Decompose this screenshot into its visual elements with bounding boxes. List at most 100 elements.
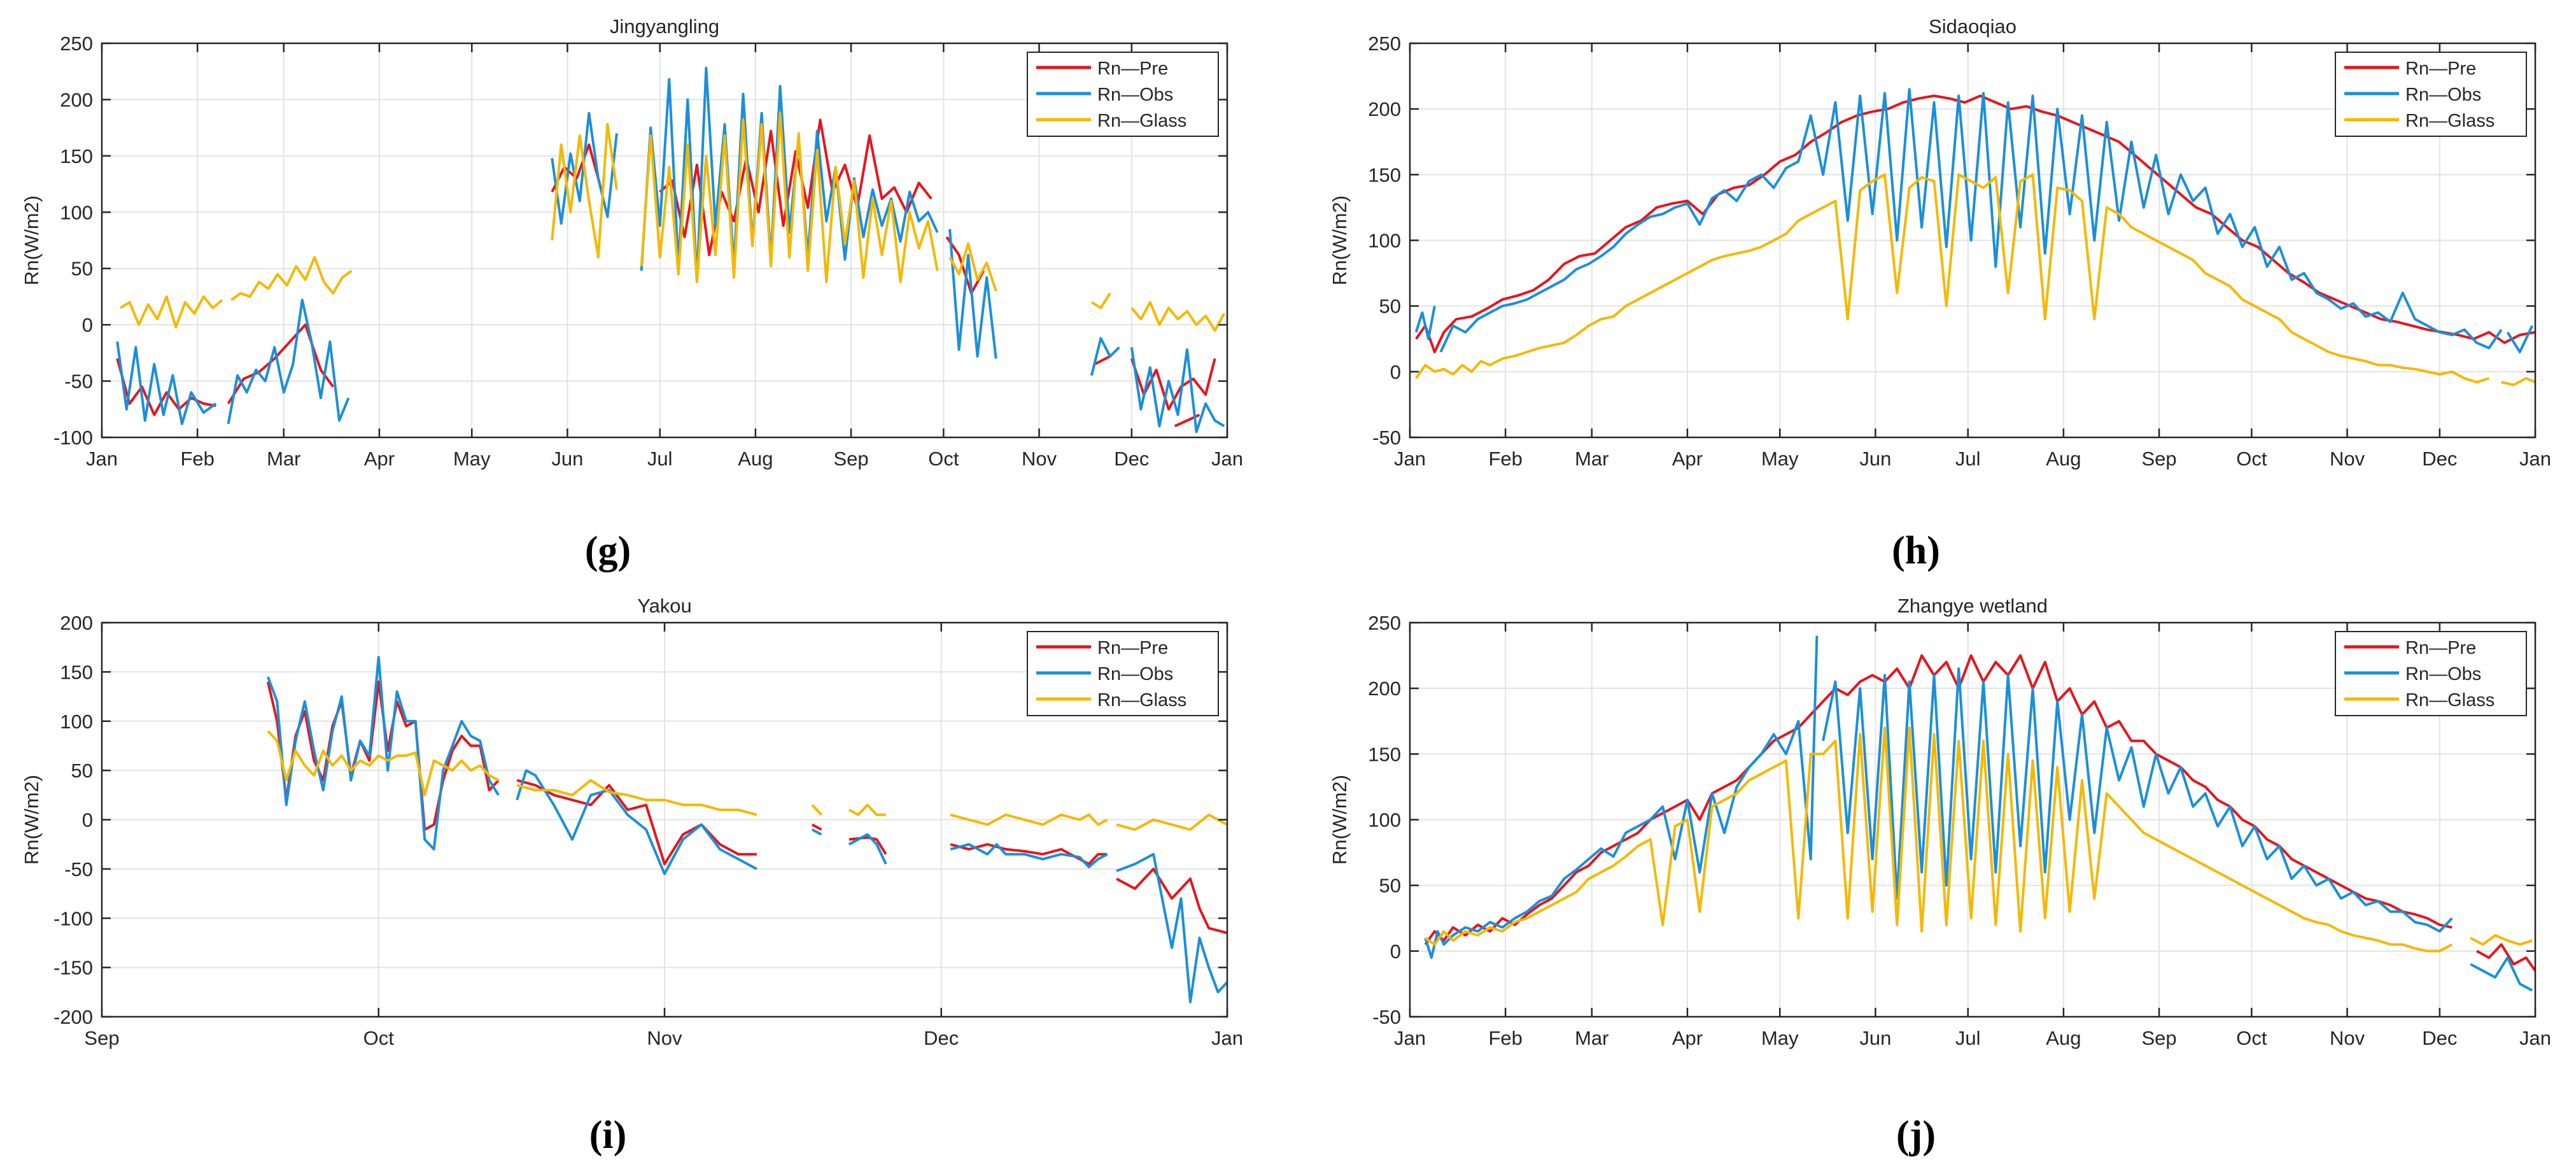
y-tick-label: -50	[64, 858, 93, 880]
x-tick-label: Nov	[1022, 448, 1057, 470]
series-line-obs	[2470, 956, 2533, 992]
series-line-pre	[659, 118, 933, 257]
x-tick-label: Mar	[1575, 448, 1608, 470]
y-tick-label: -100	[53, 907, 93, 930]
series-line-glass	[1130, 301, 1225, 332]
chart-h: -50 0 50 100 150 200 250 Jan Feb Mar Apr May Jun Jul A…	[1328, 15, 2551, 470]
y-tick-label: 0	[1390, 940, 1401, 963]
y-tick-label: 0	[1390, 361, 1401, 383]
series-line-glass	[551, 123, 618, 258]
y-tick-label: 100	[60, 201, 93, 223]
x-tick-label: Sep	[2141, 1027, 2176, 1049]
x-tick-label: May	[1761, 448, 1799, 470]
y-axis-label: Rn(W/m2)	[20, 195, 43, 285]
x-tick-label: Apr	[1672, 1027, 1703, 1049]
x-tick-label: Feb	[1488, 448, 1522, 470]
panel-label-i: (i)	[589, 1114, 627, 1157]
y-tick-label: 50	[1379, 875, 1401, 897]
x-tick-label: Jul	[1955, 1027, 1981, 1049]
x-tick-label: May	[1761, 1027, 1799, 1049]
series-line-obs	[551, 111, 618, 225]
x-tick-label: Feb	[180, 448, 214, 470]
x-tick-label: Jan	[1211, 1027, 1243, 1049]
legend: Rn—Pre Rn—Obs Rn—Glass	[2335, 52, 2527, 137]
chart-title: Sidaoqiao	[1929, 15, 2016, 38]
series-line-obs	[227, 299, 350, 425]
legend-label-glass: Rn—Glass	[2405, 690, 2495, 711]
series-line-glass	[948, 242, 997, 292]
y-tick-label: 250	[60, 32, 93, 55]
x-tick-label: Nov	[2330, 1027, 2365, 1049]
series-line-obs	[1414, 306, 1436, 341]
x-tick-label: Jun	[1859, 448, 1891, 470]
x-tick-label: Sep	[833, 448, 868, 470]
chart-title: Jingyangling	[610, 15, 719, 38]
legend-label-pre: Rn—Pre	[1097, 59, 1168, 79]
x-tick-label: Apr	[1672, 448, 1703, 470]
x-tick-label: Jan	[1394, 1027, 1426, 1049]
series-line-pre	[1415, 94, 2535, 353]
series-line-obs	[811, 828, 822, 836]
x-tick-label: Dec	[924, 1027, 959, 1049]
series-line-obs	[848, 833, 887, 865]
series-line-glass	[267, 730, 500, 796]
chart-title: Yakou	[637, 595, 692, 617]
panel-label-h: (h)	[1892, 529, 1940, 572]
x-tick-label: Jan	[1211, 448, 1243, 470]
series-line-pre	[1116, 867, 1227, 935]
chart-j: -50 0 50 100 150 200 250 Jan Feb Mar Apr May Jun Jul A…	[1328, 595, 2551, 1049]
y-tick-label: 200	[60, 88, 93, 111]
series-line-pre	[2476, 943, 2535, 972]
axes-frame	[101, 42, 1228, 439]
series-line-obs	[1424, 635, 1819, 959]
series-line-glass	[1425, 726, 2453, 952]
series-line-obs	[1116, 852, 1227, 1003]
y-tick-label: 100	[1368, 230, 1401, 252]
series-line-obs	[640, 66, 939, 281]
legend-label-glass: Rn—Glass	[1097, 690, 1186, 711]
series-line-obs	[1822, 667, 2453, 933]
y-tick-label: -50	[64, 371, 93, 393]
series-line-obs	[516, 769, 757, 875]
y-axis-label: Rn(W/m2)	[20, 775, 43, 865]
y-tick-label: 150	[1368, 743, 1401, 765]
legend-label-glass: Rn—Glass	[1097, 111, 1186, 131]
series-line-glass	[640, 111, 939, 283]
y-tick-label: 200	[1368, 677, 1401, 700]
chart-title: Zhangye wetland	[1897, 595, 2048, 617]
series-line-glass	[848, 803, 886, 816]
x-tick-label: Jun	[551, 448, 583, 470]
series-line-glass	[811, 803, 822, 816]
x-tick-label: Oct	[363, 1027, 395, 1049]
panel-label-j: (j)	[1896, 1114, 1936, 1157]
y-tick-label: 150	[1368, 164, 1401, 186]
x-tick-label: Aug	[2046, 1027, 2081, 1049]
legend-label-obs: Rn—Obs	[2405, 85, 2481, 105]
x-tick-label: Sep	[84, 1027, 119, 1049]
legend-label-obs: Rn—Obs	[1097, 85, 1173, 105]
x-tick-label: Sep	[2141, 448, 2176, 470]
y-tick-label: 200	[1368, 98, 1401, 120]
x-tick-label: Jan	[86, 448, 118, 470]
series-line-glass	[1116, 813, 1227, 831]
y-tick-label: 0	[82, 314, 93, 336]
series-line-pre	[811, 823, 822, 831]
x-tick-label: Apr	[364, 448, 395, 470]
x-tick-label: Nov	[2330, 448, 2365, 470]
y-tick-label: 250	[1368, 612, 1401, 634]
y-tick-label: 100	[1368, 809, 1401, 831]
legend-label-glass: Rn—Glass	[2405, 111, 2495, 131]
series-line-glass	[2470, 934, 2533, 946]
x-tick-label: Jul	[647, 448, 673, 470]
y-tick-label: 50	[71, 760, 93, 782]
legend-label-obs: Rn—Obs	[1097, 664, 1173, 684]
series-line-pre	[516, 779, 757, 866]
series-line-obs	[2506, 325, 2534, 353]
series-line-obs	[948, 229, 997, 359]
y-tick-label: -200	[53, 1006, 93, 1028]
x-tick-label: Dec	[1114, 448, 1149, 470]
series-line-obs	[267, 656, 500, 851]
legend: Rn—Pre Rn—Obs Rn—Glass	[1027, 631, 1219, 716]
x-tick-label: Oct	[2236, 448, 2267, 470]
